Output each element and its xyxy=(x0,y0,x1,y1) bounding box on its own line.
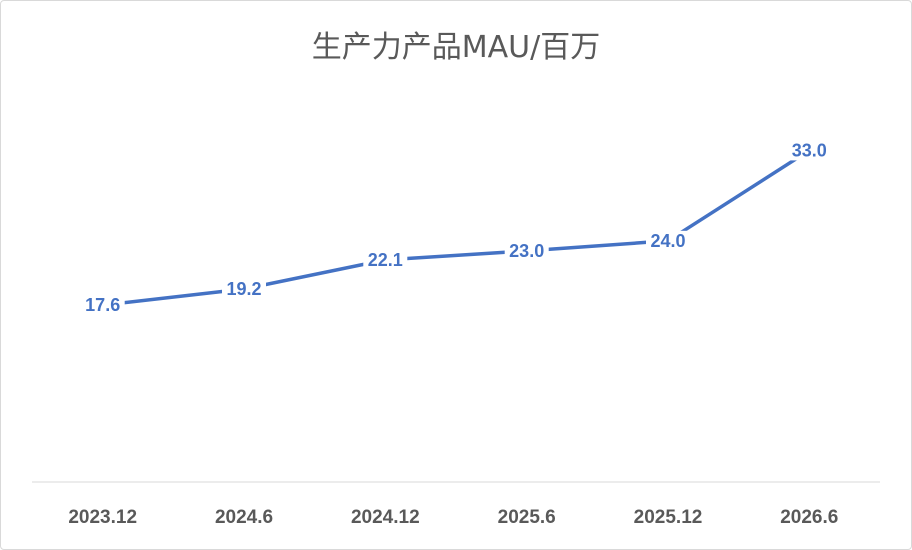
x-tick-label: 2025.12 xyxy=(634,507,703,528)
data-label-background xyxy=(363,249,408,270)
x-tick-label: 2023.12 xyxy=(68,507,137,528)
chart-title: 生产力产品MAU/百万 xyxy=(311,30,601,65)
data-label: 24.0 xyxy=(650,231,685,251)
data-label-background xyxy=(80,295,125,316)
x-tick-label: 2026.6 xyxy=(780,507,838,528)
data-label: 23.0 xyxy=(509,241,544,261)
data-label-background xyxy=(646,230,690,251)
x-tick-label: 2024.6 xyxy=(215,507,273,528)
data-label-background xyxy=(222,279,266,299)
data-label: 33.0 xyxy=(792,140,827,160)
x-tick-label: 2024.12 xyxy=(351,507,420,528)
series-line xyxy=(100,148,812,307)
data-label-background xyxy=(787,140,832,161)
data-label-background xyxy=(504,240,549,261)
x-tick-label: 2025.6 xyxy=(498,507,556,528)
data-label: 19.2 xyxy=(226,279,261,299)
data-label: 22.1 xyxy=(368,250,403,270)
data-label: 17.6 xyxy=(85,295,120,315)
